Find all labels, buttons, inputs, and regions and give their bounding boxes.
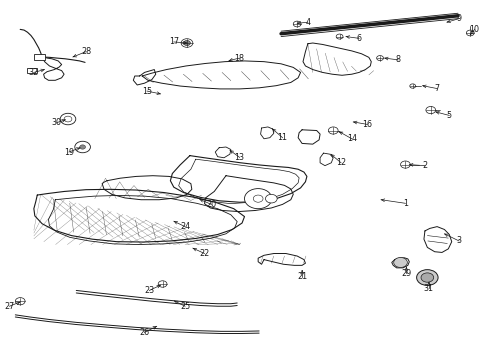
- Text: 20: 20: [206, 200, 216, 209]
- Text: 30: 30: [52, 118, 61, 127]
- Text: 14: 14: [346, 134, 356, 143]
- Circle shape: [183, 41, 190, 45]
- Text: 31: 31: [423, 284, 433, 293]
- Text: 7: 7: [434, 84, 439, 93]
- Circle shape: [293, 21, 301, 27]
- Circle shape: [335, 34, 342, 39]
- Text: 27: 27: [4, 302, 15, 311]
- Circle shape: [466, 30, 473, 36]
- Circle shape: [15, 298, 25, 305]
- Circle shape: [400, 161, 409, 168]
- Text: 6: 6: [356, 34, 361, 43]
- Text: 18: 18: [234, 54, 244, 63]
- Text: 4: 4: [305, 18, 310, 27]
- Text: 16: 16: [362, 120, 372, 129]
- Circle shape: [244, 189, 271, 209]
- Circle shape: [80, 145, 85, 149]
- Text: 8: 8: [395, 55, 400, 64]
- Text: 15: 15: [142, 86, 152, 95]
- Text: 1: 1: [402, 199, 407, 208]
- Circle shape: [409, 84, 415, 88]
- Text: 24: 24: [180, 222, 190, 231]
- Text: 2: 2: [422, 161, 427, 170]
- Circle shape: [328, 127, 337, 134]
- FancyBboxPatch shape: [27, 68, 37, 73]
- Circle shape: [420, 273, 433, 282]
- Text: 28: 28: [81, 47, 91, 56]
- Circle shape: [393, 257, 407, 267]
- Circle shape: [253, 195, 263, 202]
- Text: 22: 22: [199, 249, 209, 258]
- Circle shape: [181, 39, 192, 47]
- Text: 10: 10: [468, 25, 479, 34]
- Text: 13: 13: [234, 153, 244, 162]
- Text: 21: 21: [296, 272, 306, 281]
- Text: 5: 5: [446, 111, 451, 120]
- Text: 19: 19: [64, 148, 74, 157]
- FancyBboxPatch shape: [34, 54, 45, 60]
- Circle shape: [60, 113, 76, 125]
- Text: 12: 12: [335, 158, 346, 167]
- Text: 11: 11: [277, 133, 287, 142]
- Circle shape: [75, 141, 90, 153]
- Text: 29: 29: [401, 269, 411, 278]
- Circle shape: [376, 55, 383, 60]
- Text: 26: 26: [139, 328, 149, 337]
- Circle shape: [425, 107, 435, 114]
- Text: 3: 3: [456, 237, 461, 246]
- Circle shape: [416, 270, 437, 285]
- Text: 17: 17: [168, 37, 179, 46]
- Text: 23: 23: [144, 286, 154, 295]
- Text: 32: 32: [29, 68, 39, 77]
- Text: 9: 9: [456, 14, 461, 23]
- Circle shape: [64, 116, 72, 122]
- Circle shape: [158, 281, 166, 287]
- Text: 25: 25: [180, 302, 190, 311]
- Circle shape: [265, 194, 277, 203]
